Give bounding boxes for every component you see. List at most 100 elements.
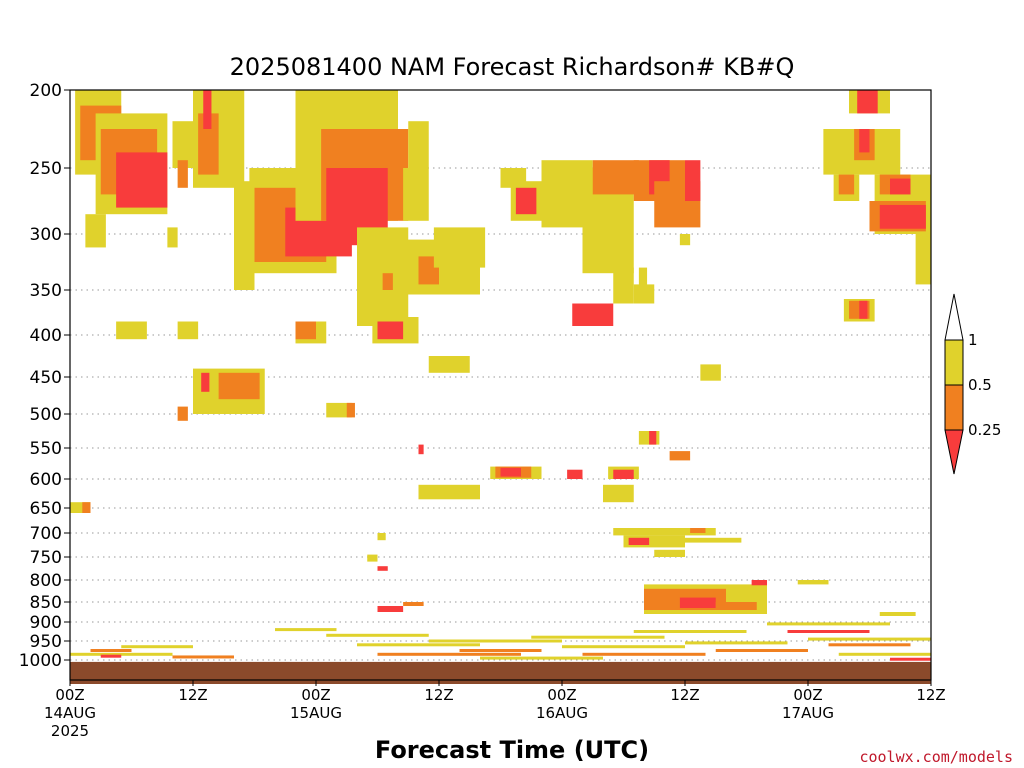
ri-streak	[357, 643, 480, 647]
x-tick-date: 16AUG	[536, 704, 588, 722]
x-tick-label: 12Z	[424, 686, 453, 704]
y-tick-label: 700	[30, 524, 62, 544]
ri-cell	[679, 234, 691, 246]
ri-cell	[177, 406, 188, 421]
ri-cell	[613, 469, 634, 479]
ri-cell	[418, 444, 424, 455]
ri-cell	[715, 602, 757, 610]
chart-title: 2025081400 NAM Forecast Richardson# KB#Q	[230, 53, 795, 81]
y-tick-label: 500	[30, 405, 62, 425]
ri-cell	[859, 129, 870, 153]
y-tick-label: 250	[30, 159, 62, 179]
x-tick-date: 14AUG	[44, 704, 96, 722]
y-tick-label: 650	[30, 499, 62, 519]
ri-cell	[915, 234, 931, 285]
ri-cell	[628, 537, 650, 545]
x-tick-label: 12Z	[178, 686, 207, 704]
ri-cell	[377, 321, 404, 340]
ri-cell	[654, 549, 685, 557]
ri-cell	[201, 372, 210, 392]
ri-cell	[326, 402, 352, 418]
ground-surface	[70, 661, 931, 684]
ri-cell	[572, 303, 614, 326]
ri-cell	[567, 469, 583, 479]
ri-streak	[70, 652, 173, 656]
ri-cell	[82, 502, 91, 513]
colorbar-label: 0.25	[968, 421, 1001, 439]
ri-cell	[679, 597, 716, 608]
plot-area	[69, 89, 932, 684]
ri-cell	[377, 566, 388, 571]
ri-streak	[172, 655, 234, 659]
ri-streak	[838, 652, 931, 656]
ri-cell	[295, 321, 316, 340]
ri-streak	[633, 630, 747, 633]
ri-cell	[116, 152, 168, 208]
ri-cell	[218, 372, 260, 400]
ri-cell	[367, 554, 378, 562]
y-tick-label: 800	[30, 571, 62, 591]
colorbar: 1 0.5 0.25	[944, 293, 1001, 475]
ri-streak	[562, 645, 685, 649]
y-tick-label: 850	[30, 593, 62, 613]
ri-streak	[828, 643, 911, 647]
x-tick-label: 00Z	[55, 686, 84, 704]
plot-frame	[69, 89, 932, 681]
x-tick-label: 00Z	[547, 686, 576, 704]
ri-cell	[428, 356, 470, 373]
colorbar-bin-yellow	[944, 339, 964, 386]
y-axis-ticks: 200 250 300 350 400 450 500 550 600 650 700 750 8008…	[19, 81, 70, 671]
ri-cell	[592, 160, 639, 195]
ri-cell	[377, 533, 386, 541]
ri-cell	[377, 606, 404, 612]
x-tick-date: 15AUG	[290, 704, 342, 722]
ri-streak	[90, 649, 132, 652]
colorbar-bottom-arrow	[944, 429, 964, 475]
ri-cell	[346, 402, 355, 418]
ri-streak	[685, 641, 788, 645]
ri-cell	[638, 267, 648, 290]
ri-cell	[382, 273, 393, 290]
x-tick-label: 00Z	[793, 686, 822, 704]
ri-cell	[515, 187, 537, 215]
ri-streak	[275, 628, 337, 632]
ri-streak	[715, 649, 808, 652]
ri-streak	[582, 652, 706, 656]
y-tick-label: 600	[30, 470, 62, 490]
y-tick-label: 450	[30, 368, 62, 388]
heatmap-cells	[70, 90, 931, 661]
credit-text: coolwx.com/models	[859, 748, 1013, 766]
ri-cell	[177, 160, 188, 188]
y-tick-label: 900	[30, 613, 62, 633]
ri-cell	[700, 364, 721, 381]
ri-streak	[890, 657, 931, 661]
ri-streak	[480, 656, 603, 660]
ri-cell	[797, 580, 829, 585]
ri-cell	[85, 214, 106, 248]
ri-streak	[767, 622, 890, 626]
ri-cell	[116, 321, 147, 340]
x-tick-label: 00Z	[301, 686, 330, 704]
y-tick-label: 200	[30, 81, 62, 101]
ri-streak	[808, 637, 931, 641]
ri-cell	[167, 227, 178, 248]
ri-cell	[685, 537, 742, 543]
ri-streak	[100, 654, 122, 658]
ri-cell	[859, 300, 868, 319]
colorbar-label: 1	[968, 331, 978, 349]
x-tick-year: 2025	[51, 722, 89, 740]
ri-cell	[669, 451, 691, 461]
ri-cell	[879, 204, 926, 229]
ri-cell	[838, 174, 855, 195]
x-tick-date: 17AUG	[782, 704, 834, 722]
ri-cell	[203, 90, 212, 129]
ri-streak	[459, 649, 542, 652]
colorbar-top-arrow	[944, 293, 964, 341]
ri-streak	[377, 652, 521, 656]
colorbar-label: 0.5	[968, 376, 992, 394]
ri-streak	[428, 639, 562, 643]
ri-cell	[890, 178, 911, 195]
y-tick-label: 350	[30, 281, 62, 301]
